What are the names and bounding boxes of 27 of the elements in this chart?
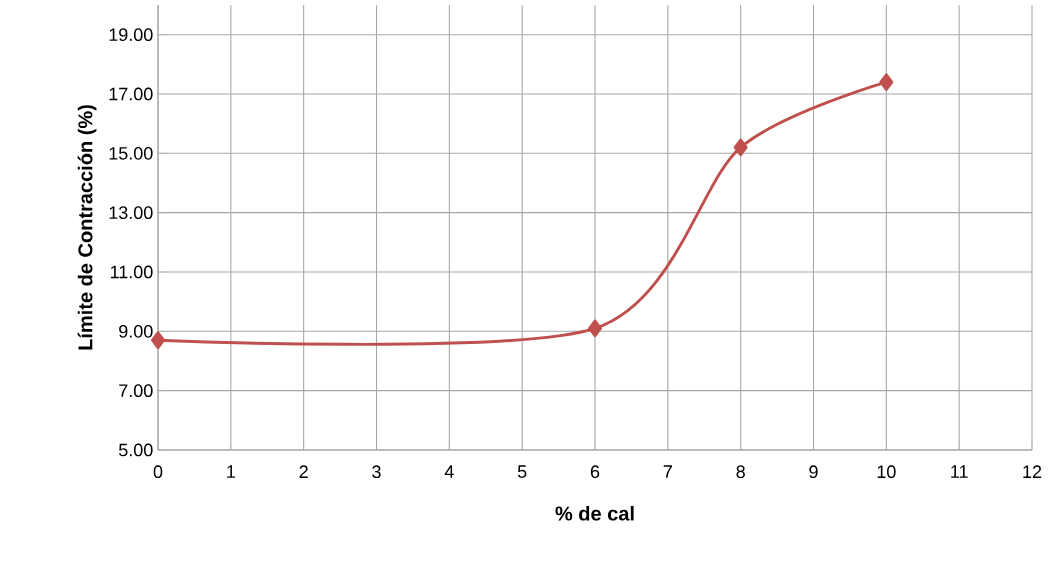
y-tick-label: 13.00: [109, 206, 153, 220]
point: [588, 319, 602, 338]
x-axis-title: % de cal: [555, 505, 634, 521]
y-tick-label: 17.00: [109, 87, 153, 101]
point: [151, 331, 165, 350]
x-tick-label: 7: [663, 465, 672, 478]
x-tick-label: 1: [227, 465, 235, 478]
x-tick-label: 9: [809, 465, 818, 479]
y-axis-title: Límite de Contracción (%): [77, 105, 97, 350]
y-tick-label: 5.00: [118, 443, 153, 457]
x-tick-label: 6: [590, 465, 600, 479]
x-tick-label: 3: [372, 465, 381, 479]
x-tick-label: 4: [444, 465, 454, 478]
x-tick-label: 8: [736, 465, 745, 479]
point: [733, 138, 748, 157]
x-tick-label: 11: [951, 465, 968, 478]
x-tick-label: 5: [517, 465, 527, 478]
x-tick-label: 10: [877, 465, 896, 479]
point: [879, 73, 894, 91]
y-tick-label: 11.00: [110, 265, 153, 279]
y-tick-label: 7.00: [119, 384, 153, 398]
x-tick-label: 0: [153, 465, 163, 479]
x-tick-label: 12: [1023, 465, 1042, 478]
y-tick-label: 15.00: [109, 146, 153, 160]
y-tick-label: 19.00: [109, 28, 153, 42]
y-tick-label: 9.00: [119, 324, 153, 338]
x-tick-label: 2: [299, 465, 308, 478]
